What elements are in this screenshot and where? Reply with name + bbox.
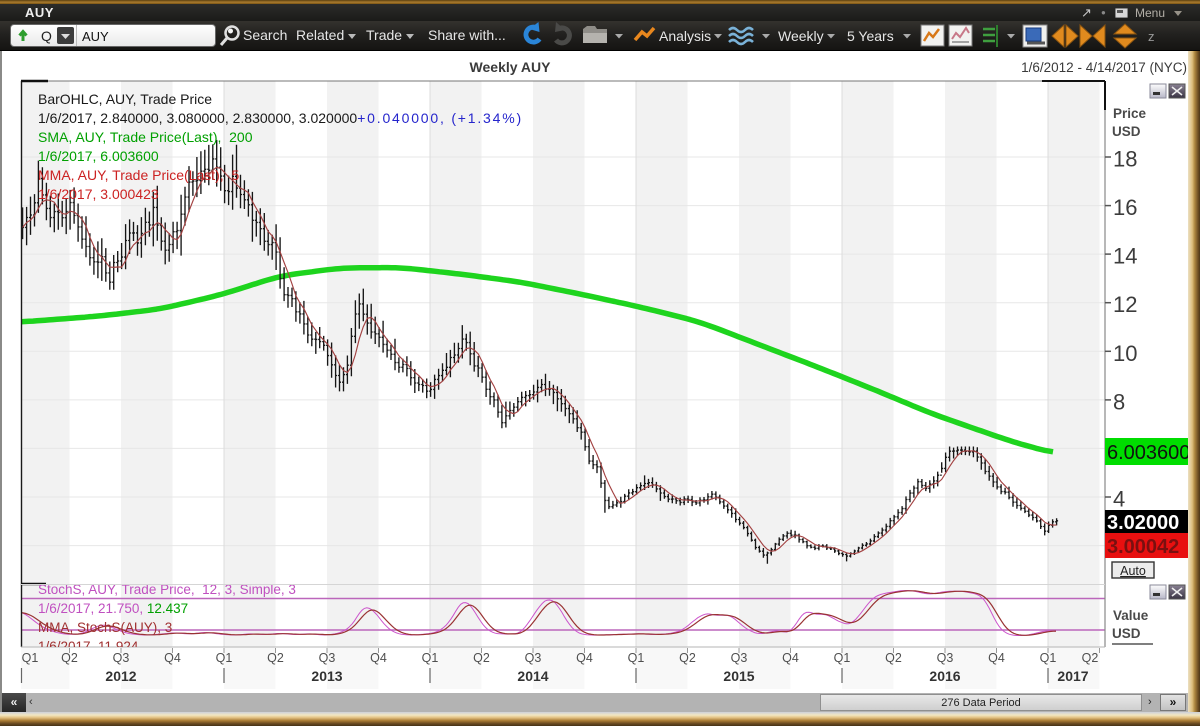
svg-text:2016: 2016 bbox=[929, 668, 960, 684]
svg-text:SMA, AUY, Trade Price(Last),: SMA, AUY, Trade Price(Last), 200 bbox=[38, 129, 253, 145]
svg-text:8: 8 bbox=[1113, 389, 1125, 414]
svg-text:1/6/2017, 6.003600: 1/6/2017, 6.003600 bbox=[38, 148, 159, 164]
svg-text:StochS, AUY, Trade Price, 12,: StochS, AUY, Trade Price, 12, 3, Simple,… bbox=[38, 582, 296, 597]
svg-text:1/6/2017, 11.924: 1/6/2017, 11.924 bbox=[38, 639, 139, 654]
svg-text:MMA, AUY, Trade Price(Last),: MMA, AUY, Trade Price(Last), 5 bbox=[38, 167, 239, 183]
svg-text:3.00042: 3.00042 bbox=[1107, 536, 1179, 558]
svg-text:Q2: Q2 bbox=[1082, 651, 1099, 665]
svg-text:Q4: Q4 bbox=[164, 651, 181, 665]
svg-text:MMA, StochS(AUY), 3: MMA, StochS(AUY), 3 bbox=[38, 620, 172, 635]
svg-text:Price: Price bbox=[1113, 106, 1147, 121]
svg-text:Weekly AUY: Weekly AUY bbox=[470, 59, 552, 75]
svg-text:3.02000: 3.02000 bbox=[1107, 512, 1179, 534]
svg-text:Q4: Q4 bbox=[782, 651, 799, 665]
svg-text:12: 12 bbox=[1113, 292, 1137, 317]
svg-text:Q1: Q1 bbox=[216, 651, 233, 665]
svg-text:Q3: Q3 bbox=[731, 651, 748, 665]
svg-text:4: 4 bbox=[1113, 487, 1125, 512]
svg-text:2012: 2012 bbox=[105, 668, 136, 684]
svg-text:Q4: Q4 bbox=[988, 651, 1005, 665]
svg-text:Q1: Q1 bbox=[1040, 651, 1057, 665]
svg-text:2015: 2015 bbox=[723, 668, 754, 684]
svg-text:Q2: Q2 bbox=[61, 651, 78, 665]
svg-text:14: 14 bbox=[1113, 244, 1137, 269]
svg-text:Weekly: Weekly bbox=[778, 28, 824, 44]
svg-text:BarOHLC, AUY, Trade Price: BarOHLC, AUY, Trade Price bbox=[38, 91, 212, 107]
svg-text:16: 16 bbox=[1113, 195, 1137, 220]
svg-text:Q1: Q1 bbox=[22, 651, 39, 665]
svg-text:Value: Value bbox=[1113, 608, 1149, 623]
svg-text:Q3: Q3 bbox=[113, 651, 130, 665]
svg-text:Q2: Q2 bbox=[473, 651, 490, 665]
svg-text:Q1: Q1 bbox=[422, 651, 439, 665]
svg-text:Q3: Q3 bbox=[525, 651, 542, 665]
svg-text:Analysis: Analysis bbox=[659, 28, 711, 44]
svg-text:Auto: Auto bbox=[1120, 564, 1146, 578]
svg-text:2013: 2013 bbox=[311, 668, 342, 684]
svg-text:1/6/2012 - 4/14/2017 (NYC): 1/6/2012 - 4/14/2017 (NYC) bbox=[1021, 60, 1187, 75]
svg-text:Q4: Q4 bbox=[370, 651, 387, 665]
svg-text:1/6/2017, 2.840000, 3.080000,: 1/6/2017, 2.840000, 3.080000, 2.830000, … bbox=[38, 110, 523, 126]
svg-text:1/6/2017, 21.750, 12.437: 1/6/2017, 21.750, 12.437 bbox=[38, 601, 188, 616]
svg-text:Q: Q bbox=[41, 28, 52, 44]
svg-text:5 Years: 5 Years bbox=[847, 28, 894, 44]
svg-text:Q3: Q3 bbox=[937, 651, 954, 665]
svg-text:Q2: Q2 bbox=[267, 651, 284, 665]
svg-text:Q2: Q2 bbox=[679, 651, 696, 665]
svg-text:z: z bbox=[1148, 29, 1155, 44]
svg-text:2014: 2014 bbox=[517, 668, 548, 684]
svg-text:Q4: Q4 bbox=[576, 651, 593, 665]
svg-text:Q1: Q1 bbox=[834, 651, 851, 665]
svg-text:Q2: Q2 bbox=[885, 651, 902, 665]
svg-text:Q1: Q1 bbox=[628, 651, 645, 665]
svg-text:USD: USD bbox=[1112, 124, 1141, 139]
svg-text:Q3: Q3 bbox=[319, 651, 336, 665]
svg-text:2017: 2017 bbox=[1057, 668, 1088, 684]
svg-text:1/6/2017, 3.000423: 1/6/2017, 3.000423 bbox=[38, 186, 159, 202]
svg-text:USD: USD bbox=[1112, 626, 1141, 641]
svg-text:AUY: AUY bbox=[82, 29, 109, 44]
svg-text:18: 18 bbox=[1113, 147, 1137, 172]
svg-text:6.003600: 6.003600 bbox=[1107, 442, 1188, 464]
svg-text:10: 10 bbox=[1113, 341, 1137, 366]
